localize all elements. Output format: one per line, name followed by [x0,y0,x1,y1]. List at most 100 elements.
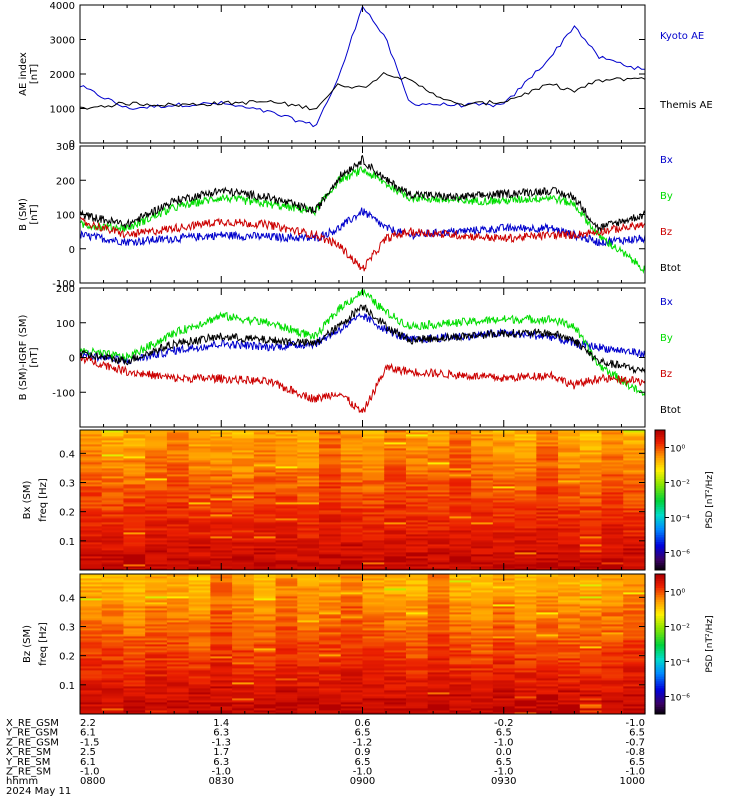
spectrogram-cell [384,532,407,535]
spectrogram-cell [405,582,429,585]
spectrogram-cell [579,534,603,537]
spectrogram-cell [514,490,537,493]
spectrogram-cell [210,528,233,531]
spectrogram-cell [601,616,624,619]
spectrogram-cell [558,432,581,435]
spectrogram-cell [80,710,103,713]
spectrogram-cell [253,632,277,635]
spectrogram-cell [558,632,581,635]
spectrogram-cell [471,562,494,565]
spectrogram-cell [579,694,603,697]
spectrogram-cell [210,524,233,527]
spectrogram-cell [253,624,277,627]
spectrogram-cell [492,642,516,645]
spectrogram-cell [275,446,298,449]
spectrogram-cell [166,448,190,451]
spectrogram-cell [80,654,103,657]
spectrogram-cell [319,560,342,563]
spectrogram-cell [101,472,125,475]
spectrogram-cell [579,566,603,569]
spectrogram-cell [166,442,190,445]
spectrogram-cell [166,622,190,625]
spectrogram-cell [558,654,581,657]
spectrogram-cell [384,618,407,621]
spectrogram-cell [253,692,277,695]
spectrogram-cell [558,440,581,443]
spectrogram-cell [579,596,603,599]
spectrogram-cell [275,532,298,535]
spectrogram-cell [80,464,103,467]
spectrogram-cell [319,672,342,675]
spectrogram-cell [275,644,298,647]
spectrogram-cell [384,672,407,675]
spectrogram-cell [492,444,516,447]
spectrogram-cell [536,514,559,517]
spectrogram-cell [449,432,472,435]
spectrogram-cell [384,622,407,625]
spectrogram-cell [601,664,624,667]
spectrogram-cell [166,646,190,649]
spectrogram-cell [449,498,472,501]
spectrogram-cell [558,616,581,619]
colorbar-segment [655,453,665,457]
spectrogram-cell [232,470,255,473]
spectrogram-cell [319,508,342,511]
spectrogram-cell [427,490,451,493]
spectrogram-cell [210,500,233,503]
spectrogram-cell [166,526,190,529]
spectrogram-cell [427,666,451,669]
spectrogram-cell [166,496,190,499]
spectrogram-cell [623,680,646,683]
colorbar-segment [655,530,665,534]
colorbar-segment [655,446,665,450]
spectrogram-cell [340,648,364,651]
spectrogram-cell [623,702,646,705]
spectrogram-cell [405,462,429,465]
spectrogram-cell [80,458,103,461]
spectrogram-cell [340,598,364,601]
spectrogram-cell [492,666,516,669]
spectrogram-cell [188,698,211,701]
spectrogram-cell [579,640,603,643]
spectrogram-cell [579,704,603,707]
spectrogram-cell [536,680,559,683]
spectrogram-cell [80,668,103,671]
spectrogram-cell [427,624,451,627]
spectrogram-cell [188,432,211,435]
spectrogram-cell [449,676,472,679]
spectrogram-cell [449,536,472,539]
spectrogram-cell [405,606,429,609]
spectrogram-cell [319,502,342,505]
spectrogram-cell [536,626,559,629]
spectrogram-cell [558,688,581,691]
spectrogram-cell [319,684,342,687]
spectrogram-cell [297,592,320,595]
spectrogram-cell [536,694,559,697]
spectrogram-cell [536,666,559,669]
spectrogram-cell [601,592,624,595]
spectrogram-cell [232,586,255,589]
spectrogram-cell [601,648,624,651]
spectrogram-cell [297,456,320,459]
spectrogram-cell [536,568,559,571]
spectrogram-cell [275,502,298,505]
spectrogram-cell [275,488,298,491]
spectrogram-cell [297,682,320,685]
spectrogram-cell [253,680,277,683]
spectrogram-cell [449,708,472,711]
spectrogram-cell [188,700,211,703]
spectrogram-cell [275,548,298,551]
spectrogram-cell [166,466,190,469]
spectrogram-cell [514,462,537,465]
spectrogram-cell [275,504,298,507]
spectrogram-cell [558,532,581,535]
spectrogram-cell [340,606,364,609]
spectrogram-cell [427,526,451,529]
spectrogram-cell [253,576,277,579]
spectrogram-cell [297,680,320,683]
spectrogram-cell [319,564,342,567]
spectrogram-cell [319,610,342,613]
spectrogram-cell [492,682,516,685]
spectrogram-cell [80,640,103,643]
spectrogram-cell [80,478,103,481]
